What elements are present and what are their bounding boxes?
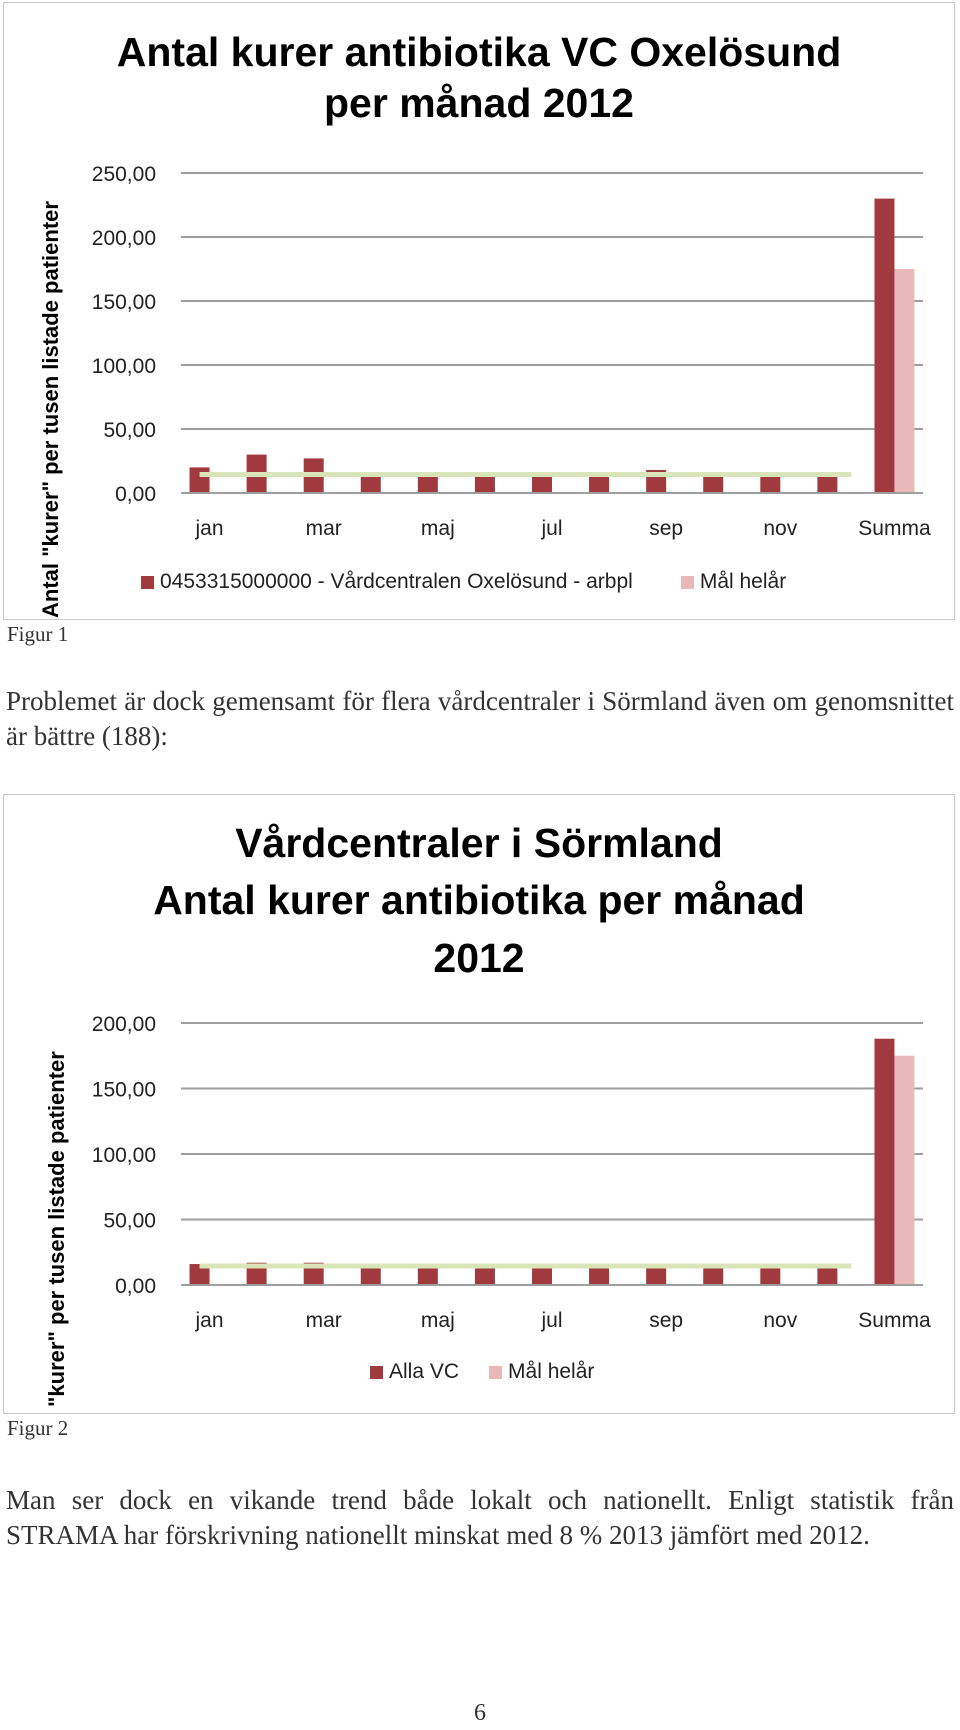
chart-legend: 0453315000000 - Vårdcentralen Oxelösund …: [141, 570, 786, 594]
chart-plot-area: 0,00 50,00 100,00 150,00 200,00 jan mar maj jul s…: [92, 1013, 931, 1332]
y-tick-label: 0,00: [115, 1275, 156, 1298]
bar-series-main: [817, 476, 838, 493]
page-number: 6: [474, 1700, 486, 1726]
legend-label: 0453315000000 - Vårdcentralen Oxelösund …: [160, 570, 633, 593]
bar-series-main: [417, 1267, 438, 1285]
chart-title: Antal kurer antibiotika VC Oxelösund per…: [4, 27, 954, 130]
chart-title-line: per månad 2012: [324, 80, 634, 127]
bar-series-main: [474, 476, 495, 493]
bar-series-main: [817, 1267, 838, 1285]
bar-series-goal: [894, 269, 915, 493]
x-tick-label: sep: [649, 1309, 683, 1332]
legend-swatch: [370, 1365, 383, 1379]
chart-plot-area: 0,00 50,00 100,00 150,00 200,00 250,00 jan mar m…: [92, 163, 931, 540]
bar-series-goal: [894, 1055, 915, 1285]
bar-series-main: [760, 1267, 781, 1285]
figure-caption: Figur 2: [7, 1416, 69, 1440]
x-tick-label: maj: [421, 517, 455, 540]
x-tick-label: sep: [649, 517, 683, 540]
bar-series-main: [874, 198, 895, 493]
x-tick-label: nov: [763, 1309, 797, 1332]
bar-series-main: [532, 1267, 552, 1285]
legend-item: 0453315000000 - Vårdcentralen Oxelösund …: [141, 570, 633, 594]
chart-figure-2: Vårdcentraler i Sörmland Antal kurer ant…: [3, 794, 955, 1414]
chart-title-line: 2012: [433, 934, 525, 981]
bar-series-main: [189, 467, 210, 493]
x-tick-label: mar: [306, 517, 342, 540]
bar-series-main: [360, 1267, 381, 1285]
x-tick-label: nov: [763, 517, 797, 540]
x-tick-label: maj: [421, 1309, 455, 1332]
y-tick-label: 100,00: [92, 355, 156, 378]
bar-series-main: [417, 476, 438, 493]
bar-series-main: [874, 1038, 895, 1285]
chart-title: Vårdcentraler i Sörmland Antal kurer ant…: [4, 815, 954, 987]
legend-label: Alla VC: [389, 1360, 460, 1383]
chart-figure-1: Antal kurer antibiotika VC Oxelösund per…: [3, 2, 955, 620]
bar-series-main: [589, 1267, 610, 1285]
y-tick-label: 250,00: [92, 163, 156, 186]
bar-series-main: [589, 472, 610, 493]
bar-series-main: [760, 476, 781, 493]
x-tick-label: jul: [540, 517, 562, 540]
legend-label: Mål helår: [699, 570, 787, 593]
legend-swatch: [489, 1365, 503, 1379]
legend-item: Mål helår: [489, 1360, 594, 1384]
x-tick-label: jan: [195, 517, 224, 540]
y-tick-label: 0,00: [115, 483, 156, 506]
legend-swatch: [141, 575, 154, 589]
legend-item: Mål helår: [680, 570, 787, 594]
chart-legend: Alla VC Mål helår: [370, 1360, 594, 1384]
bar-series-main: [360, 476, 381, 493]
y-tick-label: 200,00: [92, 227, 156, 250]
bar-series-main: [703, 1265, 724, 1285]
bar-series-main: [189, 1264, 210, 1285]
body-paragraph: Problemet är dock gemensamt för flera vå…: [6, 686, 954, 751]
y-tick-label: 150,00: [92, 1079, 156, 1102]
chart-title-line: Antal kurer antibiotika VC Oxelösund: [116, 29, 842, 75]
bar-series-main: [474, 1267, 495, 1285]
chart-title-line: Antal kurer antibiotika per månad: [153, 877, 805, 924]
y-tick-label: 150,00: [92, 291, 156, 314]
legend-item: Alla VC: [370, 1360, 459, 1384]
x-tick-label: Summa: [858, 1309, 931, 1332]
y-tick-label: 100,00: [92, 1144, 156, 1167]
bar-series-main: [703, 472, 724, 493]
bar-series-main: [646, 1266, 667, 1285]
bar-series-main: [532, 476, 552, 493]
y-tick-label: 50,00: [103, 419, 156, 442]
x-tick-label: jan: [195, 1309, 224, 1332]
figure-caption: Figur 1: [7, 622, 69, 646]
y-tick-label: 50,00: [103, 1210, 156, 1233]
y-tick-label: 200,00: [92, 1013, 156, 1036]
x-tick-label: jul: [540, 1309, 562, 1332]
chart-title-line: Vårdcentraler i Sörmland: [235, 820, 723, 866]
x-tick-label: Summa: [858, 517, 931, 540]
legend-label: Mål helår: [508, 1360, 595, 1383]
legend-swatch: [680, 575, 694, 589]
x-tick-label: mar: [306, 1309, 342, 1332]
body-paragraph: Man ser dock en vikande trend både lokal…: [6, 1485, 954, 1550]
